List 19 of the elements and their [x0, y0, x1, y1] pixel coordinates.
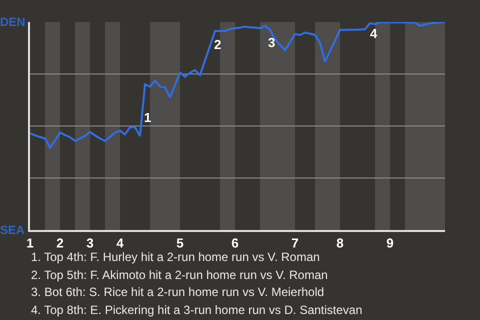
text: 3. Bot 6th: S. Rice hit a 2-run home run vs V. Meierhold [31, 285, 324, 299]
annotation: 3 [268, 35, 276, 50]
text: DEN [0, 15, 26, 29]
text: 2. Top 5th: F. Akimoto hit a 2-run home run vs V. Roman [31, 268, 328, 282]
x-tick-label: 8 [336, 236, 344, 251]
x-tick-label: 2 [56, 236, 64, 251]
x-tick-label: 5 [176, 236, 184, 251]
text: 1. Top 4th: F. Hurley hit a 2-run home run vs V. Roman [31, 250, 320, 264]
x-tick-label: 3 [86, 236, 94, 251]
annotation: 4 [370, 26, 378, 41]
x-tick-label: 7 [291, 236, 299, 251]
x-tick-label: 1 [26, 236, 34, 251]
text: SEA [0, 223, 26, 237]
text: 4. Top 8th: E. Pickering hit a 3-run home run vs D. Santistevan [31, 303, 362, 317]
x-tick-label: 4 [116, 236, 124, 251]
x-tick-label: 9 [386, 236, 394, 251]
x-tick-label: 6 [231, 236, 239, 251]
annotation: 2 [214, 37, 222, 52]
annotation: 1 [144, 110, 152, 125]
